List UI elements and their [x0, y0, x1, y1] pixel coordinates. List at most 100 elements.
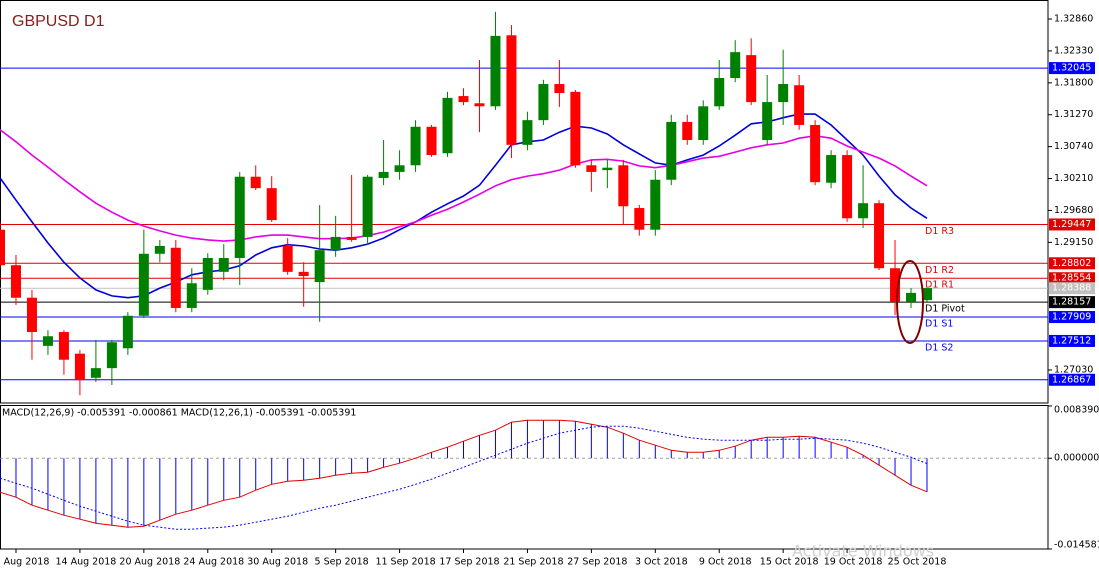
level-value-label: 1.28157 — [1052, 297, 1091, 308]
macd-line — [0, 419, 928, 528]
level-value-box — [1049, 282, 1095, 295]
candle-body — [74, 353, 85, 381]
candle-body — [794, 85, 805, 125]
x-tick-label: 17 Sep 2018 — [439, 557, 499, 568]
macd-title: MACD(12,26,9) -0.005391 -0.000861 MACD(1… — [2, 408, 356, 419]
axes: 1.32860 1.32330 1.31800 1.31270 1.30740 1.302… — [0, 14, 1099, 568]
candle-body — [698, 106, 709, 141]
candle-body — [826, 155, 837, 183]
x-tick-label: 30 Aug 2018 — [247, 557, 308, 568]
candle-body — [922, 288, 932, 301]
candle-body — [90, 368, 101, 378]
candle-body — [778, 84, 789, 103]
x-tick-label: 11 Sep 2018 — [375, 557, 435, 568]
main-panel: D1 R3 D1 R2 D1 R1 D1 Pivot D1 S1 D1 S2 — [0, 11, 1048, 396]
candle-body — [714, 78, 725, 107]
x-tick-label: 25 Oct 2018 — [888, 557, 947, 568]
candle-body — [218, 257, 229, 272]
watermark: Activate Windows — [792, 542, 934, 561]
candle-body — [202, 257, 213, 290]
x-tick-label: 20 Aug 2018 — [119, 557, 180, 568]
candle-body — [410, 126, 421, 166]
candle-body — [330, 236, 341, 251]
candle-body — [346, 236, 357, 240]
y-tick-label: 1.27030 — [1054, 364, 1093, 375]
candle-body — [26, 297, 37, 333]
level-name: D1 R3 — [925, 226, 954, 237]
candle-body — [122, 315, 133, 349]
level-value-box — [1049, 373, 1095, 386]
candle-body — [602, 167, 613, 171]
x-tick-label: 19 Oct 2018 — [824, 557, 883, 568]
candle-body — [746, 55, 757, 103]
level-name: D1 Pivot — [925, 304, 965, 315]
candle-body — [266, 188, 277, 221]
y-tick-label: 0.008390 — [1054, 405, 1099, 416]
chart-title: GBPUSD D1 — [12, 13, 105, 30]
candle-body — [490, 35, 501, 107]
candle-body — [42, 336, 53, 346]
candle-body — [442, 97, 453, 154]
y-tick-label: 1.31800 — [1054, 77, 1093, 88]
candle-body — [762, 102, 773, 141]
candle-body — [10, 265, 21, 298]
y-tick-label: 0.000000 — [1054, 453, 1099, 464]
x-tick-label: 24 Aug 2018 — [183, 557, 244, 568]
candle-body — [682, 121, 693, 141]
candle-body — [874, 203, 885, 269]
candle-body — [362, 176, 373, 237]
candle-body — [298, 271, 309, 277]
candle-body — [186, 283, 197, 308]
level-name: D1 S1 — [925, 319, 953, 330]
candle-body — [842, 155, 853, 219]
candle-body — [650, 179, 661, 230]
level-value-box — [1049, 334, 1095, 347]
candle-body — [666, 121, 677, 180]
candle-body — [570, 91, 581, 166]
candle-body — [378, 171, 389, 178]
candle-body — [810, 124, 821, 183]
level-value-label: 1.29447 — [1052, 219, 1091, 230]
candle-body — [730, 52, 741, 79]
level-value-label: 1.28388 — [1052, 283, 1091, 294]
level-value-box — [1049, 257, 1095, 270]
candle-body — [906, 292, 917, 302]
candle-body — [522, 120, 533, 145]
x-tick-label: 21 Sep 2018 — [503, 557, 563, 568]
candle-body — [0, 229, 5, 266]
candle-body — [138, 253, 149, 316]
y-tick-label: 1.30740 — [1054, 141, 1093, 152]
candle-body — [618, 165, 629, 207]
macd-panel-frame — [0, 405, 1049, 550]
main-panel-frame — [0, 0, 1049, 404]
level-value-box — [1049, 296, 1095, 309]
candle-body — [58, 332, 69, 360]
candle-body — [506, 35, 517, 145]
candle-body — [474, 103, 485, 107]
annotation-ellipse — [896, 260, 924, 344]
x-tick-label: 5 Sep 2018 — [315, 557, 369, 568]
x-tick-label: 14 Aug 2018 — [55, 557, 116, 568]
level-value-box — [1049, 311, 1095, 324]
candle-body — [234, 176, 245, 258]
level-value-box — [1049, 62, 1095, 75]
candle-body — [426, 126, 437, 156]
y-tick-label: 1.32330 — [1054, 45, 1093, 56]
candle-body — [154, 245, 165, 254]
y-tick-label: 1.29680 — [1054, 205, 1093, 216]
level-value-label: 1.27909 — [1052, 312, 1091, 323]
candle-body — [458, 96, 469, 103]
x-tick-label: 15 Oct 2018 — [760, 557, 819, 568]
candle-body — [890, 268, 901, 302]
y-tick-label: 1.30210 — [1054, 173, 1093, 184]
x-tick-label: 9 Oct 2018 — [699, 557, 752, 568]
candle-body — [634, 208, 645, 230]
candle-body — [554, 84, 565, 94]
candle-body — [170, 247, 181, 308]
candle-body — [394, 165, 405, 172]
candle-body — [314, 250, 325, 283]
moving-average — [0, 113, 928, 299]
level-value-label: 1.26867 — [1052, 374, 1091, 385]
x-tick-label: 3 Oct 2018 — [635, 557, 688, 568]
